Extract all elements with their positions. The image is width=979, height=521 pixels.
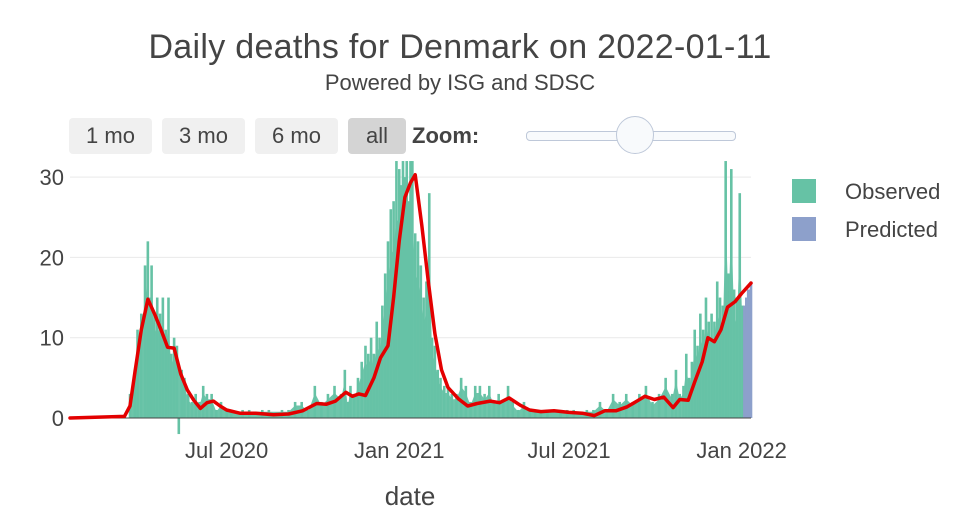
chart-title: Daily deaths for Denmark on 2022-01-11 xyxy=(148,28,772,66)
bar-observed xyxy=(177,418,181,435)
x-tick-label-0: Jul 2020 xyxy=(185,438,268,463)
zoom-label: Zoom: xyxy=(412,123,480,148)
range-button-6mo[interactable]: 6 mo xyxy=(255,118,338,154)
legend-swatch-observed xyxy=(792,179,816,203)
trend-group xyxy=(68,172,753,420)
zoom-slider-handle[interactable] xyxy=(616,116,654,154)
x-tick-label-2: Jul 2021 xyxy=(527,438,610,463)
y-tick-label-10: 10 xyxy=(40,326,64,351)
y-tick-label-0: 0 xyxy=(52,406,64,431)
area-predicted xyxy=(744,311,751,418)
chart-subtitle: Powered by ISG and SDSC xyxy=(324,70,596,95)
y-axis-ticks: 0 10 20 30 xyxy=(40,165,64,431)
legend-label-predicted: Predicted xyxy=(845,217,938,242)
x-axis-ticks: Jul 2020 Jan 2021 Jul 2021 Jan 2022 xyxy=(185,438,787,463)
range-button-1mo[interactable]: 1 mo xyxy=(69,118,152,154)
range-button-all[interactable]: all xyxy=(348,118,406,154)
bars-group xyxy=(128,161,753,435)
x-tick-label-1: Jan 2021 xyxy=(354,438,445,463)
legend-swatch-predicted xyxy=(792,217,816,241)
y-tick-label-30: 30 xyxy=(40,165,64,190)
trend-line xyxy=(68,172,753,420)
x-axis-title: date xyxy=(385,481,436,511)
legend-label-observed: Observed xyxy=(845,179,940,204)
y-tick-label-20: 20 xyxy=(40,245,64,270)
area-observed xyxy=(130,217,743,418)
legend[interactable]: Observed Predicted xyxy=(792,179,940,242)
x-tick-label-3: Jan 2022 xyxy=(696,438,787,463)
range-button-3mo[interactable]: 3 mo xyxy=(162,118,245,154)
